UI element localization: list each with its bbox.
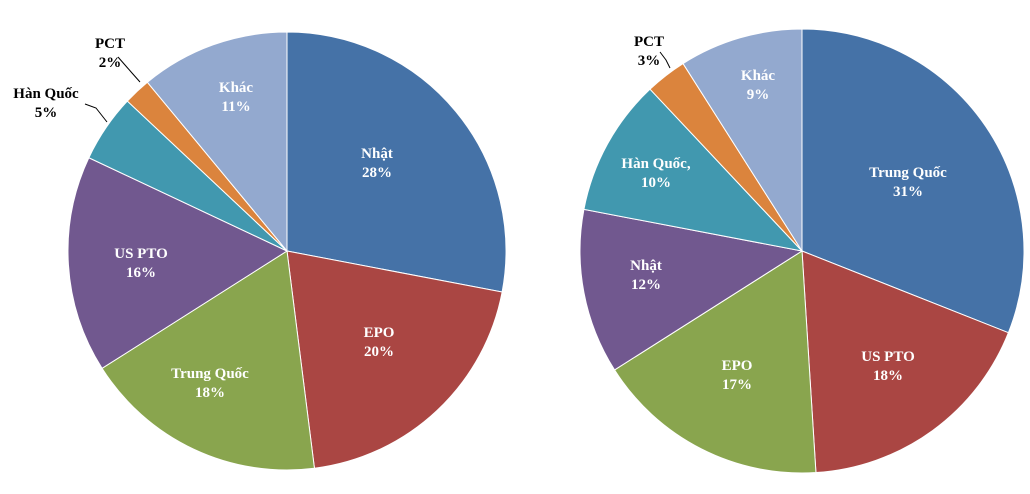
pie-slice-nhat bbox=[286, 31, 507, 293]
pie-slice-us-pto bbox=[801, 250, 1010, 474]
slice-category-label: Nhật bbox=[361, 146, 393, 162]
slice-category-label: PCT bbox=[634, 34, 664, 50]
slice-category-label: EPO bbox=[364, 325, 395, 341]
slice-label-pct: PCT 2% bbox=[95, 36, 125, 71]
slice-label-han-quoc: Hàn Quốc 5% bbox=[13, 86, 79, 121]
pie-slice-han-quoc bbox=[583, 88, 804, 252]
pie-slice-khac bbox=[682, 28, 803, 253]
pie-slice-trung-quoc bbox=[101, 250, 316, 471]
pie-chart-right: Trung Quốc 31% US PTO 18% EPO 17% Nhật 12% Hàn Q… bbox=[579, 28, 1025, 474]
pie-slice-nhat bbox=[579, 208, 804, 371]
slice-label-us-pto: US PTO 16% bbox=[114, 246, 168, 281]
slice-value-label: 28% bbox=[362, 165, 392, 181]
leader-line-pct bbox=[117, 56, 141, 83]
slice-value-label: 16% bbox=[126, 265, 156, 281]
slice-value-label: 10% bbox=[641, 175, 671, 191]
slice-category-label: Hàn Quốc, bbox=[621, 156, 690, 172]
slice-value-label: 20% bbox=[364, 344, 394, 360]
slice-label-khac: Khác 9% bbox=[741, 68, 776, 103]
slice-value-label: 17% bbox=[722, 377, 752, 393]
slice-label-han-quoc: Hàn Quốc, 10% bbox=[621, 156, 690, 191]
slice-label-nhat: Nhật 12% bbox=[630, 258, 662, 293]
slice-label-pct: PCT 3% bbox=[634, 34, 664, 69]
slice-label-khac: Khác 11% bbox=[219, 80, 254, 115]
slice-label-epo: EPO 20% bbox=[364, 325, 395, 360]
slice-category-label: Trung Quốc bbox=[171, 366, 249, 382]
slice-category-label: EPO bbox=[722, 358, 753, 374]
slice-value-label: 18% bbox=[873, 368, 903, 384]
slice-category-label: Hàn Quốc bbox=[13, 86, 79, 102]
leader-line-pct bbox=[659, 51, 671, 69]
slice-label-nhat: Nhật 28% bbox=[361, 146, 393, 181]
slice-value-label: 9% bbox=[747, 87, 770, 103]
slice-category-label: US PTO bbox=[861, 349, 915, 365]
pie-slice-us-pto bbox=[67, 157, 289, 370]
slice-value-label: 2% bbox=[99, 55, 122, 71]
slice-label-us-pto: US PTO 18% bbox=[861, 349, 915, 384]
pie-slice-epo bbox=[286, 250, 503, 469]
slice-category-label: Khác bbox=[219, 80, 254, 96]
slice-value-label: 11% bbox=[221, 99, 250, 115]
pie-slice-epo bbox=[613, 250, 817, 474]
slice-value-label: 12% bbox=[631, 277, 661, 293]
slice-label-trung-quoc: Trung Quốc 18% bbox=[171, 366, 249, 401]
pie-slice-khac bbox=[146, 31, 288, 253]
slice-label-epo: EPO 17% bbox=[722, 358, 753, 393]
slice-category-label: US PTO bbox=[114, 246, 168, 262]
pie-chart-left: Nhật 28% EPO 20% Trung Quốc 18% US PTO 16% Hàn Q… bbox=[13, 31, 507, 471]
slice-value-label: 31% bbox=[893, 184, 923, 200]
slice-category-label: PCT bbox=[95, 36, 125, 52]
slice-category-label: Nhật bbox=[630, 258, 662, 274]
slice-category-label: Trung Quốc bbox=[869, 165, 947, 181]
slice-label-trung-quoc: Trung Quốc 31% bbox=[869, 165, 947, 200]
leader-line-han-quoc bbox=[84, 103, 108, 123]
slice-category-label: Khác bbox=[741, 68, 776, 84]
slice-value-label: 18% bbox=[195, 385, 225, 401]
pie-slice-trung-quoc bbox=[801, 28, 1025, 334]
slice-value-label: 3% bbox=[638, 53, 661, 69]
slice-value-label: 5% bbox=[35, 105, 58, 121]
